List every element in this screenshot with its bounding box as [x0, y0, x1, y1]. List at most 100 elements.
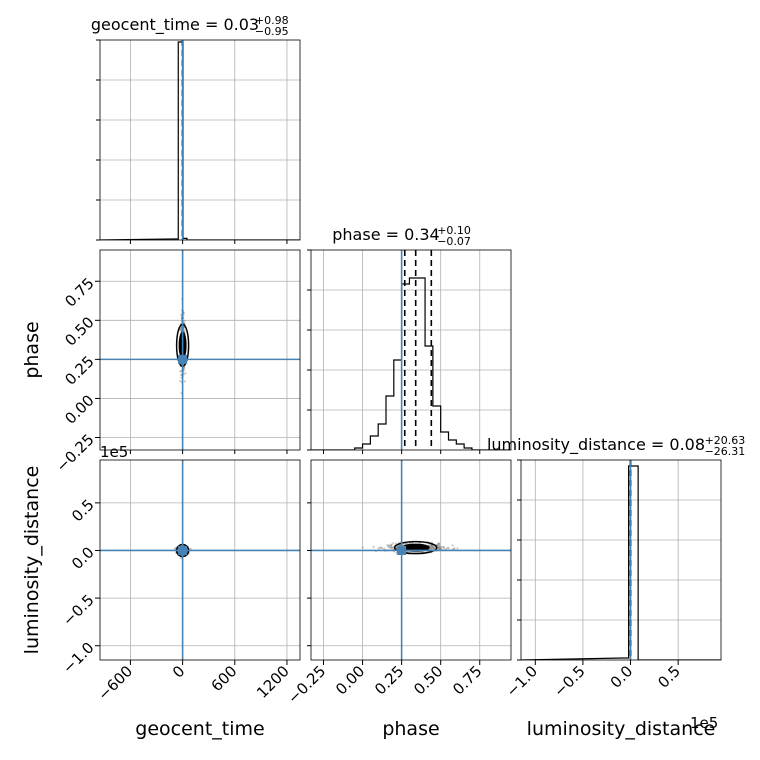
title-sup-geocent_time: +0.98	[255, 14, 289, 27]
scatter-point	[387, 544, 391, 547]
scatter-point	[452, 547, 455, 551]
title-geocent_time: geocent_time = 0.03	[91, 15, 259, 35]
panel-frame-phase-luminosity_distance	[310, 459, 512, 661]
y-tick-label-phase: 0.75	[61, 274, 97, 310]
scatter-point	[430, 544, 433, 547]
panel-frame-geocent_time	[99, 39, 301, 241]
scatter-point	[429, 544, 432, 547]
scatter-point	[439, 547, 443, 551]
scatter-point	[387, 545, 390, 548]
y-tick-label-luminosity_distance: −1.0	[59, 639, 97, 677]
histogram-step-phase	[311, 277, 511, 450]
scatter-point	[439, 546, 442, 549]
x-tick-label-phase: −0.25	[284, 662, 329, 707]
scatter-point	[183, 366, 186, 369]
truth-marker-geocent_time-luminosity_distance	[178, 545, 188, 555]
scatter-point	[179, 329, 182, 332]
scatter-point	[437, 547, 441, 551]
y-tick-label-phase: 0.25	[61, 352, 97, 388]
scatter-point	[383, 547, 386, 550]
scatter-point	[180, 369, 183, 372]
histogram-step-luminosity_distance	[521, 465, 721, 660]
scatter-point	[431, 545, 434, 548]
scatter-point	[389, 544, 393, 547]
density-contour-phase-luminosity_distance	[393, 540, 438, 555]
truth-marker-phase-luminosity_distance	[397, 545, 407, 555]
scatter-point	[431, 547, 434, 550]
x-tick-label-phase: 0.25	[371, 662, 407, 698]
scatter-point	[451, 544, 454, 547]
scatter-point	[436, 543, 439, 546]
x-tick-label-luminosity_distance: −0.5	[550, 662, 588, 700]
x-axis-label-geocent_time: geocent_time	[135, 718, 264, 740]
panel-frame-phase	[310, 249, 512, 451]
panel-frame-luminosity_distance	[520, 459, 722, 661]
scatter-point	[183, 319, 186, 322]
scatter-point	[438, 545, 441, 549]
scatter-point	[416, 551, 419, 554]
scatter-point	[179, 328, 183, 332]
y-tick-label-phase: 0.50	[61, 313, 97, 349]
scatter-point	[430, 546, 433, 549]
scatter-point	[442, 545, 445, 548]
scatter-point	[391, 546, 394, 549]
scatter-point	[395, 545, 398, 549]
scatter-point	[386, 544, 389, 547]
scatter-point	[431, 544, 434, 547]
scatter-point	[361, 546, 364, 549]
y-axis-label-luminosity_distance: luminosity_distance	[21, 466, 43, 655]
scatter-point	[179, 379, 182, 383]
x-axis-label-luminosity_distance: luminosity_distance	[527, 718, 716, 740]
x-tick-label-geocent_time: 600	[208, 662, 241, 695]
scatter-point	[430, 547, 433, 550]
scatter-point	[430, 544, 433, 547]
x-axis-label-phase: phase	[382, 718, 439, 740]
scatter-point	[436, 543, 439, 547]
x-tick-label-geocent_time: 0	[169, 662, 188, 681]
scatter-point	[438, 542, 441, 545]
x-tick-label-phase: 0.00	[332, 662, 368, 698]
y-tick-label-luminosity_distance: −0.5	[59, 591, 97, 629]
scatter-point	[179, 370, 182, 373]
title-sub-geocent_time: −0.95	[255, 25, 289, 38]
scatter-point	[377, 547, 380, 550]
scatter-point	[390, 546, 393, 549]
scatter-point	[372, 545, 375, 548]
y-tick-label-phase: −0.25	[52, 430, 97, 475]
y-axis-label-phase: phase	[21, 321, 43, 378]
scatter-point	[433, 546, 436, 550]
scatter-point	[389, 547, 392, 550]
scatter-point	[456, 547, 459, 550]
scatter-point	[189, 547, 192, 551]
title-luminosity_distance: luminosity_distance = 0.08	[487, 435, 705, 455]
scatter-point	[437, 543, 441, 546]
x-tick-label-luminosity_distance: −1.0	[503, 662, 541, 700]
scatter-point	[437, 546, 440, 549]
scatter-point	[432, 546, 435, 549]
title-sup-phase: +0.10	[437, 224, 471, 237]
x-tick-label-luminosity_distance: 0.5	[654, 662, 684, 692]
scatter-point	[389, 544, 393, 547]
scatter-point	[453, 547, 456, 550]
scatter-point	[389, 546, 392, 549]
scatter-point	[433, 545, 436, 549]
scatter-point	[437, 542, 440, 545]
scatter-point	[183, 329, 186, 333]
histogram-step-geocent_time	[100, 41, 300, 240]
scatter-point	[438, 544, 441, 547]
x-tick-label-phase: 0.50	[410, 662, 446, 698]
scatter-point	[378, 546, 381, 549]
density-core-phase-luminosity_distance	[401, 543, 430, 552]
offset-label-x-luminosity_distance: 1e5	[690, 714, 718, 732]
title-sub-luminosity_distance: −26.31	[705, 445, 746, 458]
scatter-point	[429, 547, 432, 550]
scatter-point	[430, 546, 433, 549]
scatter-point	[390, 543, 393, 546]
scatter-point	[395, 551, 398, 555]
scatter-point	[379, 546, 383, 549]
scatter-point	[180, 557, 183, 560]
scatter-point	[439, 547, 442, 550]
truth-marker-geocent_time-phase	[178, 354, 188, 364]
x-tick-label-phase: 0.75	[449, 662, 485, 698]
